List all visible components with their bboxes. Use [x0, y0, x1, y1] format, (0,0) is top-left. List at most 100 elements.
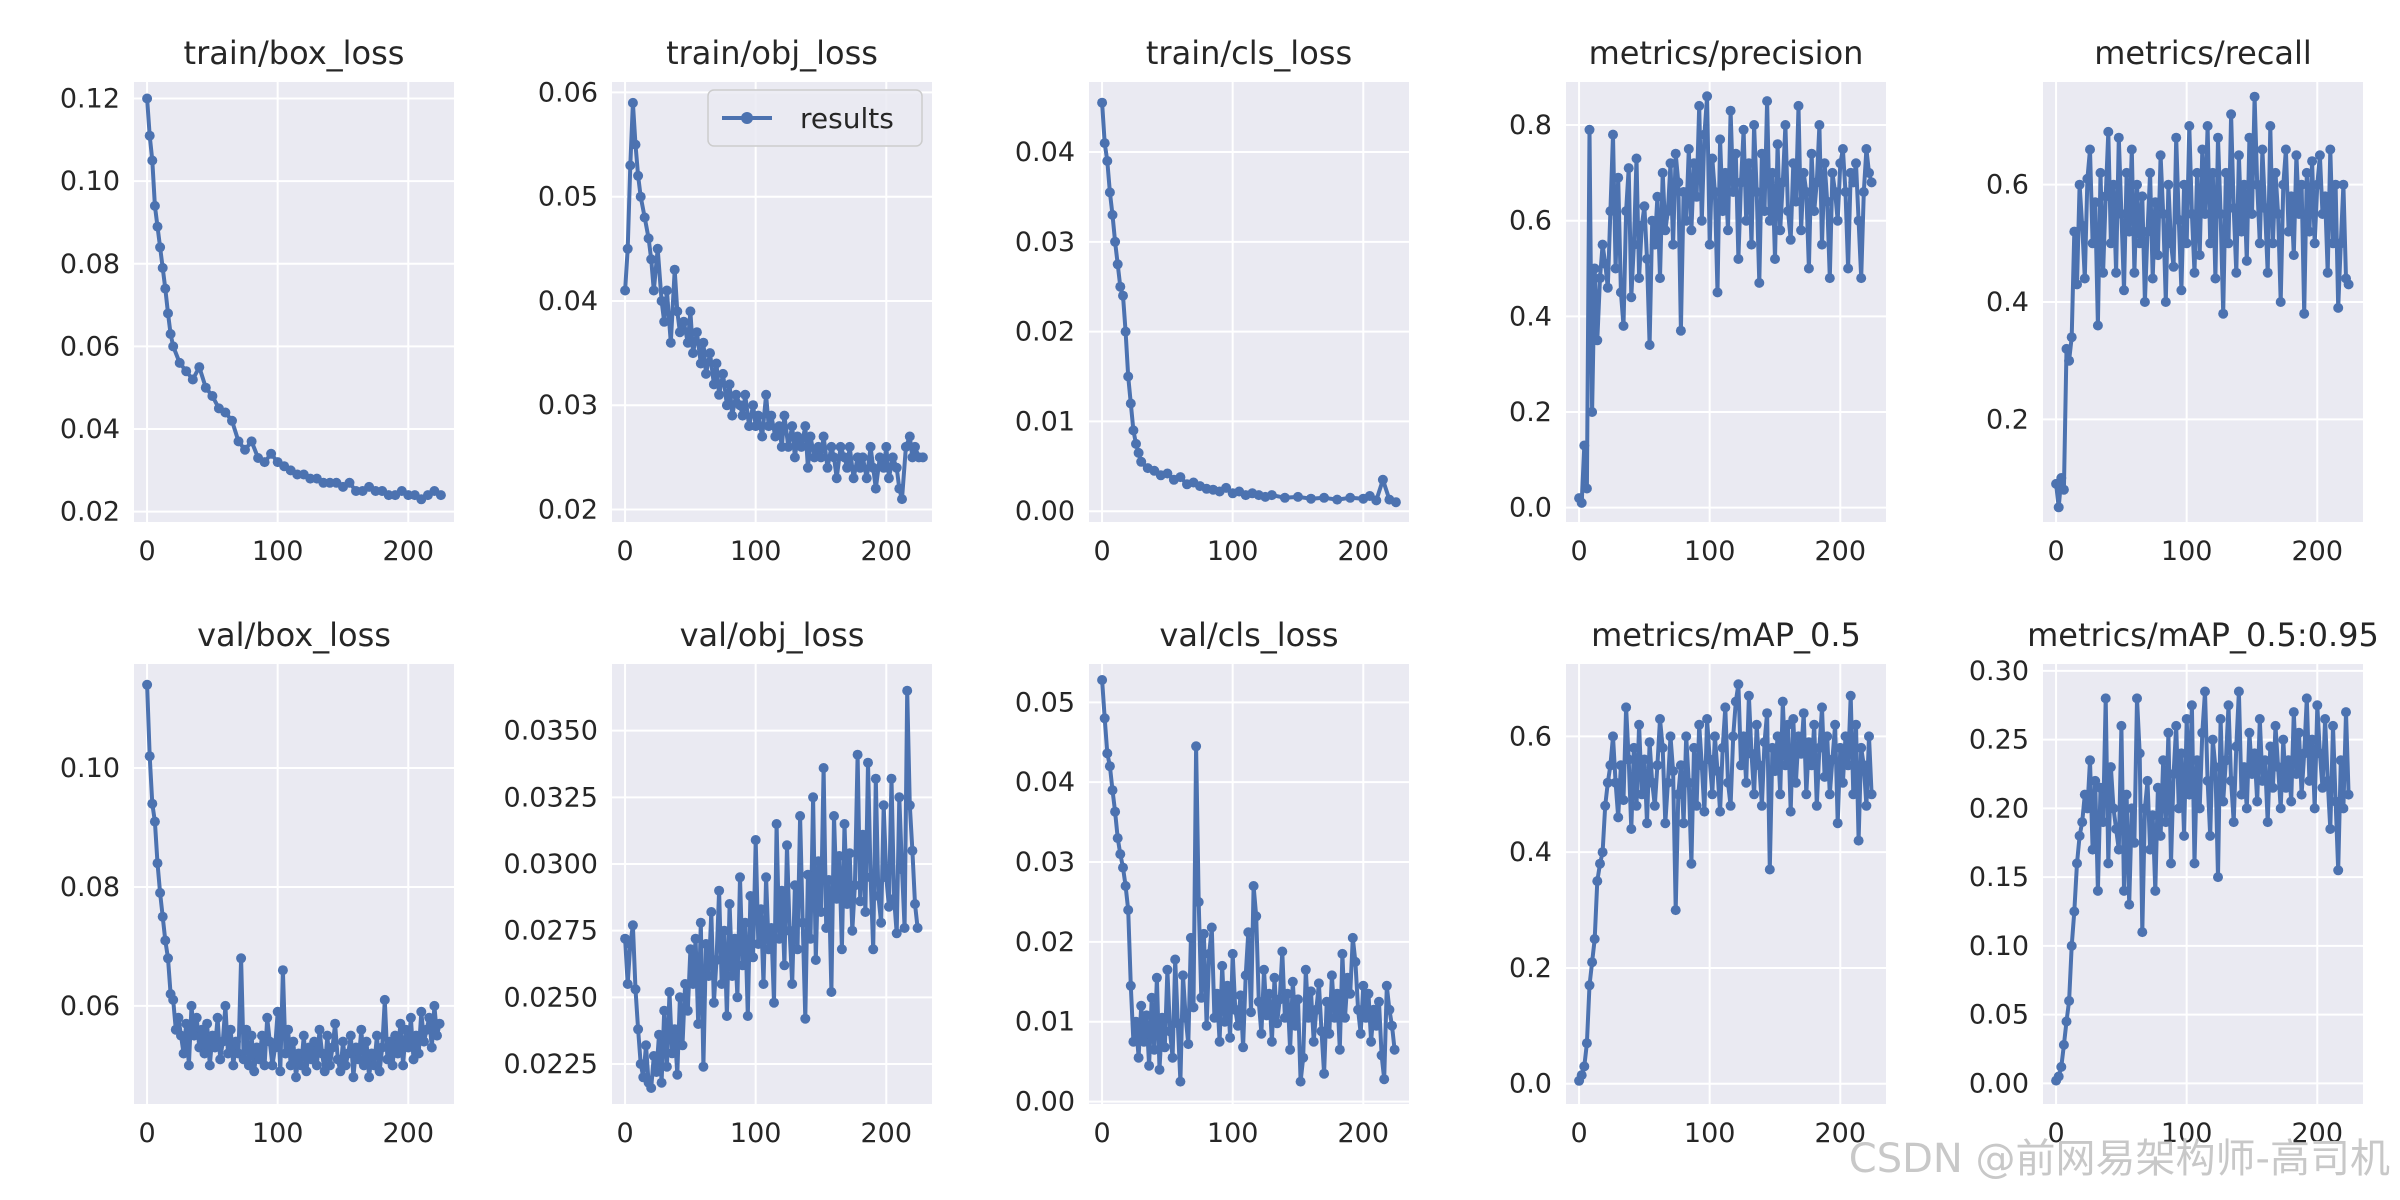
data-point	[1772, 731, 1783, 742]
data-point	[659, 1005, 670, 1016]
data-point	[1649, 800, 1660, 811]
y-tick-label: 0.00	[1969, 1068, 2029, 1099]
data-point	[868, 944, 879, 955]
subplot-title: metrics/mAP_0.5:0.95	[2027, 616, 2379, 654]
data-point	[1162, 964, 1173, 975]
data-point	[2139, 297, 2150, 307]
data-point	[2228, 203, 2239, 214]
data-point	[826, 441, 837, 452]
data-point	[1840, 187, 1851, 197]
data-point	[2343, 279, 2354, 290]
data-point	[776, 885, 787, 896]
y-tick-label: 0.4	[1986, 287, 2029, 318]
data-point	[1581, 483, 1592, 494]
data-point	[2249, 748, 2260, 759]
data-point	[1803, 737, 1814, 748]
data-point	[1717, 206, 1728, 217]
data-point	[379, 994, 390, 1005]
data-point	[144, 751, 155, 762]
data-point	[701, 368, 711, 379]
x-tick-label: 0	[138, 1118, 155, 1149]
data-point	[1848, 177, 1859, 188]
data-point	[2129, 267, 2140, 278]
data-point	[721, 400, 732, 411]
data-point	[212, 1012, 223, 1023]
data-point	[2241, 803, 2252, 814]
data-point	[1725, 800, 1736, 811]
data-point	[674, 992, 685, 1003]
data-point	[2166, 238, 2176, 249]
data-point	[1193, 897, 1204, 907]
data-point	[1864, 731, 1874, 742]
data-point	[1712, 766, 1723, 777]
data-point	[2176, 748, 2187, 759]
data-point	[1696, 215, 1707, 226]
data-point	[1259, 964, 1269, 975]
data-point	[2330, 179, 2341, 190]
y-tick-label: 0.04	[60, 414, 120, 445]
data-point	[750, 421, 761, 432]
data-point	[763, 944, 774, 955]
data-point	[149, 200, 160, 211]
data-point	[813, 441, 824, 452]
data-point	[651, 1067, 662, 1077]
data-point	[732, 992, 743, 1003]
data-point	[1675, 325, 1686, 336]
data-point	[698, 1061, 709, 1072]
data-point	[1266, 490, 1277, 501]
data-point	[1767, 167, 1778, 178]
data-point	[1749, 120, 1760, 130]
data-point	[2082, 803, 2093, 814]
data-point	[1835, 158, 1846, 169]
data-point	[2186, 209, 2197, 219]
data-point	[1115, 281, 1126, 292]
data-point	[1290, 1020, 1301, 1031]
x-tick-label: 0	[2047, 536, 2064, 567]
data-point	[374, 1066, 385, 1077]
data-point	[1287, 976, 1298, 987]
data-point	[2108, 803, 2119, 814]
x-tick-label: 0	[616, 1118, 633, 1149]
data-point	[857, 452, 868, 463]
data-point	[210, 1042, 220, 1053]
data-point	[648, 1051, 659, 1061]
data-point	[2126, 803, 2137, 814]
y-tick-label: 0.00	[1015, 1087, 1075, 1118]
data-point	[1843, 263, 1854, 274]
data-point	[1790, 777, 1801, 788]
y-tick-label: 0.25	[1969, 725, 2029, 756]
data-point	[1723, 225, 1733, 236]
data-point	[1851, 158, 1861, 169]
data-point	[1845, 690, 1856, 701]
data-point	[2173, 803, 2184, 814]
data-point	[1115, 849, 1126, 860]
data-point	[1363, 988, 1374, 999]
data-point	[622, 979, 633, 989]
data-point	[1345, 988, 1356, 999]
data-point	[2309, 238, 2320, 249]
data-point	[207, 391, 218, 401]
data-point	[1673, 789, 1684, 800]
data-point	[400, 1024, 411, 1035]
data-point	[839, 452, 850, 463]
data-point	[2320, 191, 2331, 202]
data-point	[2299, 748, 2310, 759]
data-point	[2095, 782, 2106, 793]
data-point	[1592, 335, 1603, 346]
data-point	[1118, 290, 1128, 301]
data-point	[727, 410, 738, 421]
data-point	[1715, 134, 1726, 145]
data-point	[1337, 948, 1348, 959]
data-point	[2137, 191, 2148, 202]
data-point	[1780, 120, 1791, 130]
data-point	[1733, 254, 1744, 264]
data-point	[293, 1048, 304, 1059]
data-point	[763, 421, 774, 432]
data-point	[2077, 817, 2088, 828]
data-point	[2176, 285, 2187, 296]
data-point	[2262, 817, 2273, 828]
data-point	[2171, 720, 2182, 731]
data-point	[1133, 447, 1144, 458]
data-point	[2205, 238, 2216, 249]
data-point	[1128, 425, 1139, 436]
